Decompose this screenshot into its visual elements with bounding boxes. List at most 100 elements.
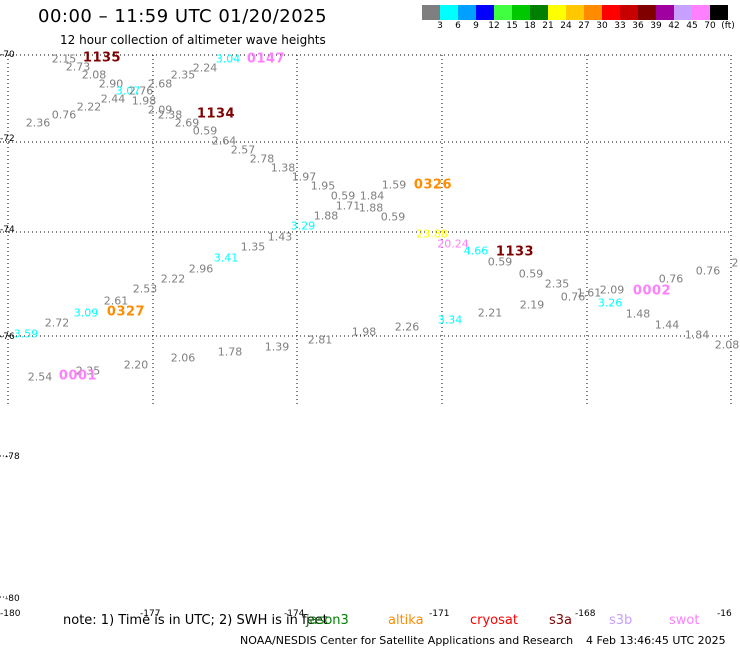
wave-height-value: 0.59 — [330, 189, 356, 203]
wave-height-value: 1.97 — [291, 170, 317, 184]
color-scale-label: 42 — [668, 21, 680, 31]
wave-height-value: 2.76 — [128, 84, 154, 98]
wave-height-value: 1.88 — [358, 201, 384, 215]
color-scale-label: 30 — [596, 21, 608, 31]
wave-height-value: 2.36 — [25, 116, 51, 130]
satellite-legend-item: s3b — [609, 613, 633, 628]
color-swatch — [512, 5, 530, 20]
pass-time-label: 0147 — [246, 51, 286, 67]
color-scale-label: 27 — [578, 21, 590, 31]
wave-height-value: 2.96 — [188, 262, 214, 276]
wave-height-value: 1.61 — [576, 286, 602, 300]
wave-height-value: 2.08 — [714, 338, 740, 352]
color-swatch — [530, 5, 548, 20]
wave-height-value: 1.98 — [351, 325, 377, 339]
color-swatch — [476, 5, 494, 20]
wave-height-value: 0.59 — [518, 267, 544, 281]
wave-height-value: 2.69 — [174, 116, 200, 130]
pass-time-label: 0001 — [58, 368, 98, 384]
longitude-label: -16 — [717, 609, 732, 619]
wave-height-value: 0.76 — [695, 264, 721, 278]
pass-time-label: 1134 — [196, 106, 236, 122]
wave-height-value: 2.35 — [170, 68, 196, 82]
wave-height-value: 3.04 — [215, 52, 241, 66]
wave-height-value: 2.54 — [27, 370, 53, 384]
wave-height-value: 1.98 — [131, 94, 157, 108]
color-scale-bar — [422, 5, 728, 20]
color-swatch — [692, 5, 710, 20]
wave-height-value: 2.09 — [147, 103, 173, 117]
wave-height-value: 1.95 — [310, 179, 336, 193]
longitude-label: -168 — [575, 609, 596, 619]
longitude-label: -171 — [429, 609, 450, 619]
pass-time-label: 0326 — [413, 177, 453, 193]
color-scale-label: 33 — [614, 21, 626, 31]
color-swatch — [548, 5, 566, 20]
color-swatch — [638, 5, 656, 20]
wave-height-value: 1.38 — [270, 161, 296, 175]
pass-time-label: 1135 — [82, 50, 122, 66]
wave-height-value: 2.57 — [230, 143, 256, 157]
wave-height-value: 2.78 — [249, 152, 275, 166]
wave-height-value: 2.22 — [160, 272, 186, 286]
wave-height-value: 2.19 — [519, 298, 545, 312]
wave-height-value: 3.07 — [115, 84, 141, 98]
axis-ticks — [0, 54, 12, 598]
wave-height-value: 1.35 — [240, 240, 266, 254]
color-scale-label: (ft) — [721, 21, 735, 31]
wave-height-value: 0.76 — [51, 108, 77, 122]
latitude-label: -76 — [0, 332, 15, 342]
satellite-legend-item: altika — [388, 613, 424, 628]
latitude-label: -72 — [0, 134, 15, 144]
wave-height-value: 3.29 — [290, 219, 316, 233]
longitude-label: -177 — [140, 609, 161, 619]
wave-height-value: 2.06 — [170, 351, 196, 365]
color-scale-label: 39 — [650, 21, 662, 31]
wave-height-value: 2.20 — [123, 358, 149, 372]
generation-timestamp: 4 Feb 13:46:45 UTC 2025 — [586, 634, 726, 647]
wave-height-value: 3.26 — [597, 296, 623, 310]
wave-height-value: 0.76 — [658, 272, 684, 286]
pass-time-label: 0002 — [632, 283, 672, 299]
wave-height-value: 1.71 — [335, 199, 361, 213]
wave-height-value: 1.84 — [684, 328, 710, 342]
color-swatch — [602, 5, 620, 20]
wave-height-value: 2.81 — [307, 333, 333, 347]
wave-height-value: 2.26 — [394, 320, 420, 334]
color-swatch — [494, 5, 512, 20]
color-scale-label: 70 — [704, 21, 716, 31]
color-swatch — [674, 5, 692, 20]
color-swatch — [584, 5, 602, 20]
color-swatch — [710, 5, 728, 20]
wave-height-value: 3.09 — [73, 306, 99, 320]
wave-height-value: 2.35 — [75, 364, 101, 378]
satellite-legend-item: swot — [669, 613, 700, 628]
wave-height-value: 4.66 — [463, 244, 489, 258]
color-scale-label: 45 — [686, 21, 698, 31]
color-scale-label: 21 — [542, 21, 554, 31]
wave-height-value: 2 — [731, 256, 739, 270]
color-scale-label: 9 — [473, 21, 479, 31]
wave-height-value: 0.59 — [192, 124, 218, 138]
color-scale-label: 3 — [437, 21, 443, 31]
wave-height-value: 1.88 — [313, 209, 339, 223]
wave-height-value: 2.90 — [98, 77, 124, 91]
wave-height-value: 1.78 — [217, 345, 243, 359]
wave-height-value: 3.34 — [437, 313, 463, 327]
wave-height-value: 2.38 — [157, 108, 183, 122]
wave-height-value: 2.08 — [81, 68, 107, 82]
pass-time-label: 0327 — [106, 304, 146, 320]
wave-height-value: 3.59 — [13, 327, 39, 341]
wave-height-value: 1.39 — [264, 340, 290, 354]
wave-height-value: 1.48 — [625, 307, 651, 321]
map-grid — [7, 54, 732, 405]
map-subtitle: 12 hour collection of altimeter wave hei… — [60, 33, 326, 47]
color-scale-label: 6 — [455, 21, 461, 31]
wave-height-value: 2.72 — [44, 316, 70, 330]
color-swatch — [440, 5, 458, 20]
latitude-label: -74 — [0, 225, 15, 235]
color-scale-label: 12 — [488, 21, 500, 31]
wave-height-value: 2.24 — [192, 61, 218, 75]
color-scale-label: 15 — [506, 21, 518, 31]
